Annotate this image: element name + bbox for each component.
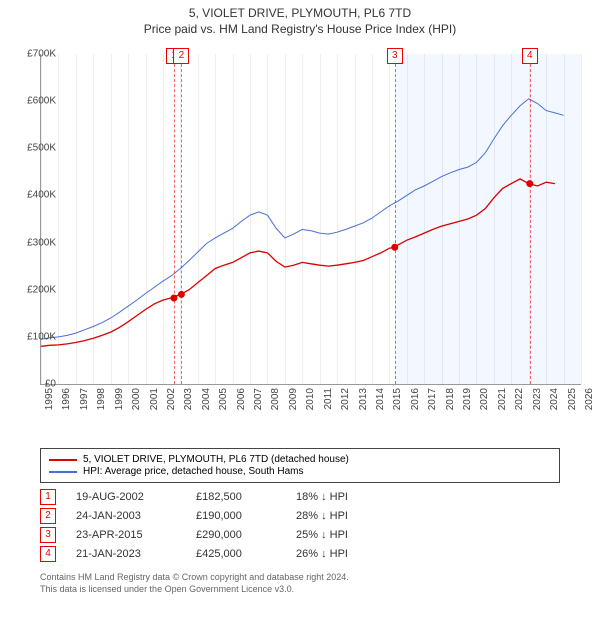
hpi-line — [41, 99, 564, 339]
x-tick-label: 2003 — [183, 388, 194, 410]
y-tick-label: £200K — [27, 284, 56, 295]
x-tick-label: 2013 — [358, 388, 369, 410]
x-tick-label: 2012 — [340, 388, 351, 410]
x-tick-label: 2021 — [497, 388, 508, 410]
y-tick-label: £0 — [45, 379, 56, 390]
sale-marker-number: 2 — [173, 48, 189, 64]
x-tick-label: 2014 — [375, 388, 386, 410]
x-tick-label: 2020 — [479, 388, 490, 410]
x-tick-label: 2004 — [201, 388, 212, 410]
sale-marker-line — [395, 54, 396, 384]
sale-row-delta: 18% ↓ HPI — [296, 491, 386, 503]
sale-row-price: £190,000 — [196, 510, 276, 522]
sale-row: 3 23-APR-2015 £290,000 25% ↓ HPI — [40, 527, 560, 543]
sale-row-number: 3 — [40, 527, 56, 543]
x-tick-label: 2026 — [584, 388, 595, 410]
chart-area: 1234 1995 1996 1997 1998 1999 2000 2001 2002 200… — [0, 44, 600, 444]
sale-row-number: 4 — [40, 546, 56, 562]
sale-row-number: 1 — [40, 489, 56, 505]
x-tick-label: 1996 — [61, 388, 72, 410]
y-tick-label: £100K — [27, 331, 56, 342]
legend-item: HPI: Average price, detached house, Sout… — [49, 466, 551, 477]
y-tick-label: £300K — [27, 237, 56, 248]
legend-box: 5, VIOLET DRIVE, PLYMOUTH, PL6 7TD (deta… — [40, 448, 560, 483]
sale-row: 1 19-AUG-2002 £182,500 18% ↓ HPI — [40, 489, 560, 505]
sale-row-date: 21-JAN-2023 — [76, 548, 176, 560]
sale-row-date: 24-JAN-2003 — [76, 510, 176, 522]
x-tick-label: 2006 — [236, 388, 247, 410]
chart-container: 5, VIOLET DRIVE, PLYMOUTH, PL6 7TD Price… — [0, 0, 600, 595]
sale-marker-line — [174, 54, 175, 384]
x-tick-label: 2001 — [149, 388, 160, 410]
grid-line — [581, 54, 582, 384]
sale-marker-line — [181, 54, 182, 384]
x-tick-label: 2002 — [166, 388, 177, 410]
sale-row-delta: 25% ↓ HPI — [296, 529, 386, 541]
address-title: 5, VIOLET DRIVE, PLYMOUTH, PL6 7TD — [0, 6, 600, 20]
x-tick-label: 2011 — [323, 388, 334, 410]
sale-row-price: £425,000 — [196, 548, 276, 560]
legend-swatch — [49, 471, 77, 473]
footer-line-1: Contains HM Land Registry data © Crown c… — [40, 572, 560, 584]
sale-row-price: £290,000 — [196, 529, 276, 541]
x-tick-label: 2016 — [410, 388, 421, 410]
x-tick-label: 1999 — [114, 388, 125, 410]
x-tick-label: 2022 — [514, 388, 525, 410]
x-tick-label: 1997 — [79, 388, 90, 410]
x-tick-label: 2017 — [427, 388, 438, 410]
sale-row-price: £182,500 — [196, 491, 276, 503]
x-tick-label: 2019 — [462, 388, 473, 410]
legend-swatch — [49, 459, 77, 461]
x-tick-label: 2000 — [131, 388, 142, 410]
x-tick-label: 2023 — [532, 388, 543, 410]
subtitle: Price paid vs. HM Land Registry's House … — [0, 22, 600, 36]
x-tick-label: 1995 — [44, 388, 55, 410]
footer-attribution: Contains HM Land Registry data © Crown c… — [40, 572, 560, 595]
y-tick-label: £500K — [27, 143, 56, 154]
x-tick-label: 2009 — [288, 388, 299, 410]
sale-row-date: 19-AUG-2002 — [76, 491, 176, 503]
sale-row: 2 24-JAN-2003 £190,000 28% ↓ HPI — [40, 508, 560, 524]
x-tick-label: 2007 — [253, 388, 264, 410]
chart-svg — [41, 54, 581, 384]
footer-line-2: This data is licensed under the Open Gov… — [40, 584, 560, 596]
x-tick-label: 2008 — [270, 388, 281, 410]
sale-row-delta: 28% ↓ HPI — [296, 510, 386, 522]
x-tick-label: 2024 — [549, 388, 560, 410]
sale-row-delta: 26% ↓ HPI — [296, 548, 386, 560]
property-line — [41, 179, 555, 346]
legend-label: 5, VIOLET DRIVE, PLYMOUTH, PL6 7TD (deta… — [83, 454, 349, 465]
x-tick-label: 2018 — [445, 388, 456, 410]
y-tick-label: £700K — [27, 49, 56, 60]
x-tick-label: 2005 — [218, 388, 229, 410]
sale-row-number: 2 — [40, 508, 56, 524]
legend-label: HPI: Average price, detached house, Sout… — [83, 466, 304, 477]
sale-row-date: 23-APR-2015 — [76, 529, 176, 541]
x-tick-label: 2010 — [305, 388, 316, 410]
sale-marker-line — [530, 54, 531, 384]
x-tick-label: 2025 — [567, 388, 578, 410]
legend-item: 5, VIOLET DRIVE, PLYMOUTH, PL6 7TD (deta… — [49, 454, 551, 465]
sales-table: 1 19-AUG-2002 £182,500 18% ↓ HPI 2 24-JAN-200… — [40, 489, 560, 562]
x-tick-label: 2015 — [392, 388, 403, 410]
sale-marker-number: 3 — [387, 48, 403, 64]
sale-marker-number: 4 — [522, 48, 538, 64]
sale-row: 4 21-JAN-2023 £425,000 26% ↓ HPI — [40, 546, 560, 562]
plot-region: 1234 — [40, 54, 581, 385]
y-tick-label: £400K — [27, 190, 56, 201]
x-tick-label: 1998 — [96, 388, 107, 410]
y-tick-label: £600K — [27, 96, 56, 107]
